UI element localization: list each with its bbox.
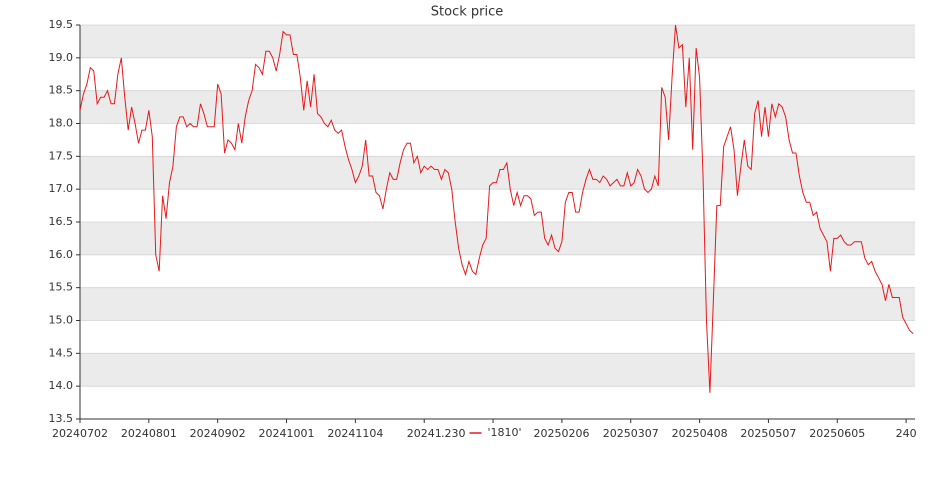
x-tick-label: 20241001 bbox=[259, 427, 315, 440]
chart-title: Stock price bbox=[431, 5, 503, 20]
y-tick-label: 16.0 bbox=[49, 248, 74, 261]
y-tick-label: 17.5 bbox=[49, 149, 74, 162]
y-tick-label: 14.5 bbox=[49, 346, 74, 359]
legend-box bbox=[467, 425, 532, 441]
y-tick-label: 15.5 bbox=[49, 281, 74, 294]
x-tick-label: 20240702 bbox=[52, 427, 108, 440]
x-tick-label: 20241104 bbox=[327, 427, 383, 440]
legend-label: '1810' bbox=[488, 426, 522, 439]
x-tick-label: 20250206 bbox=[534, 427, 590, 440]
y-tick-label: 18.5 bbox=[49, 84, 74, 97]
y-tick-label: 14.0 bbox=[49, 379, 74, 392]
y-tick-label: 15.0 bbox=[49, 314, 74, 327]
x-tick-label: 20250605 bbox=[809, 427, 865, 440]
grid-band bbox=[80, 222, 915, 255]
x-tick-label: 20241 bbox=[407, 427, 442, 440]
x-tick-label: 20240902 bbox=[190, 427, 246, 440]
y-tick-label: 17.0 bbox=[49, 182, 74, 195]
y-tick-label: 19.0 bbox=[49, 51, 74, 64]
grid-band bbox=[80, 353, 915, 387]
grid-band bbox=[80, 25, 915, 58]
x-tick-label: .230 bbox=[441, 427, 466, 440]
grid-band bbox=[80, 287, 915, 321]
y-tick-label: 16.5 bbox=[49, 215, 74, 228]
x-tick-label: 20240801 bbox=[121, 427, 177, 440]
legend: '1810' bbox=[467, 425, 532, 441]
x-tick-label: 20250408 bbox=[672, 427, 728, 440]
data-line bbox=[79, 24, 914, 393]
y-tick-label: 13.5 bbox=[49, 412, 74, 425]
x-tick-label: 20250307 bbox=[603, 427, 659, 440]
y-tick-label: 19.5 bbox=[49, 18, 74, 31]
x-tick-label: 20250507 bbox=[740, 427, 796, 440]
y-tick-label: 18.0 bbox=[49, 117, 74, 130]
grid-band bbox=[80, 90, 915, 124]
x-tick-label: 240 bbox=[896, 427, 917, 440]
grid-band bbox=[80, 156, 915, 190]
